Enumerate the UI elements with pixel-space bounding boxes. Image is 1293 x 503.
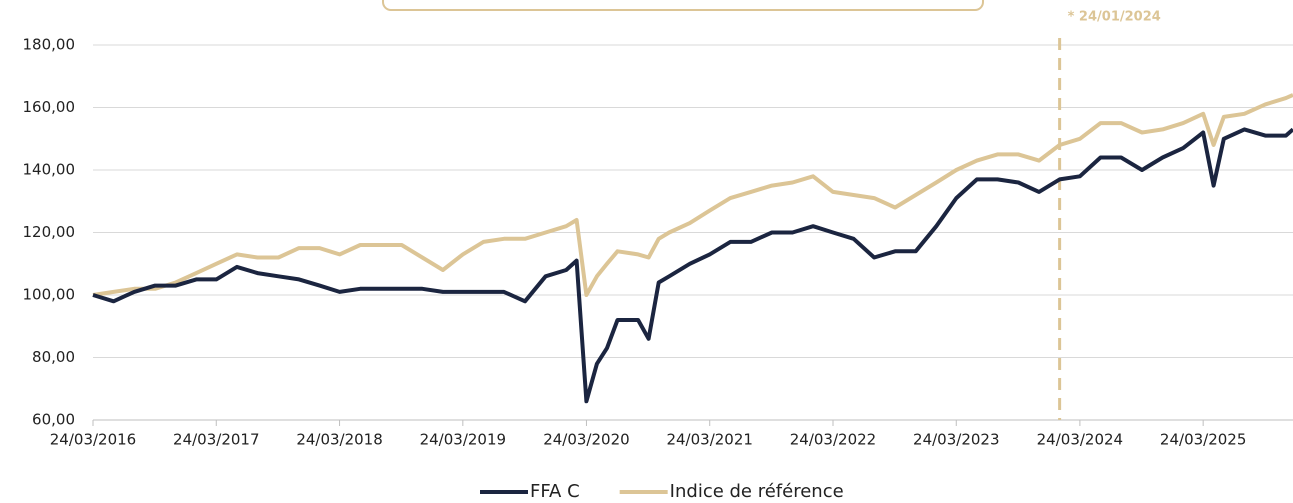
x-tick-label: 24/03/2025 — [1160, 431, 1246, 449]
y-tick-label: 80,00 — [32, 348, 75, 366]
header-box — [382, 0, 984, 11]
legend-label: FFA C — [530, 481, 580, 502]
y-tick-label: 160,00 — [23, 98, 76, 116]
x-tick-label: 24/03/2020 — [543, 431, 629, 449]
x-tick-label: 24/03/2023 — [913, 431, 999, 449]
x-tick-label: 24/03/2017 — [173, 431, 259, 449]
x-tick-label: 24/03/2018 — [296, 431, 382, 449]
legend-label: Indice de référence — [670, 481, 844, 502]
y-tick-label: 100,00 — [23, 286, 76, 304]
series-line — [92, 127, 1293, 404]
x-tick-label: 24/03/2019 — [420, 431, 506, 449]
x-tick-label: 24/03/2022 — [790, 431, 876, 449]
x-tick-label: 24/03/2024 — [1037, 431, 1123, 449]
x-tick-label: 24/03/2016 — [50, 431, 136, 449]
y-tick-label: 140,00 — [23, 161, 76, 179]
reference-label: * 24/01/2024 — [1068, 10, 1161, 25]
y-tick-label: 120,00 — [23, 223, 76, 241]
y-tick-label: 180,00 — [23, 36, 76, 54]
series-line — [92, 93, 1293, 297]
y-tick-label: 60,00 — [32, 411, 75, 429]
x-tick-label: 24/03/2021 — [666, 431, 752, 449]
